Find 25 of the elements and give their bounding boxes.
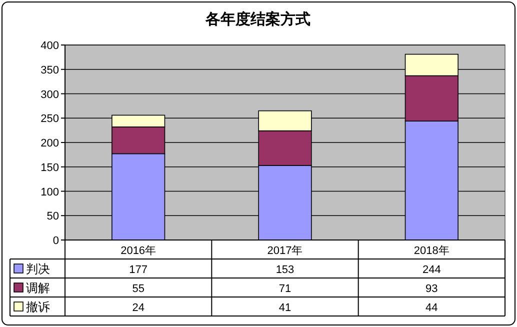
legend-label: 判决: [26, 262, 50, 276]
data-label: 55: [132, 283, 144, 295]
data-label: 153: [276, 264, 294, 276]
y-tick-label: 0: [52, 235, 59, 247]
y-tick-label: 400: [40, 40, 59, 52]
y-tick-label: 250: [40, 113, 59, 126]
x-tick-label: 2017年: [267, 245, 303, 257]
data-label: 244: [422, 264, 441, 276]
data-label: 24: [132, 302, 144, 314]
data-label: 71: [278, 283, 292, 295]
chart-title: 各年度结案方式: [204, 10, 310, 28]
x-tick-label: 2018年: [414, 245, 450, 257]
legend-label: 调解: [26, 281, 50, 295]
data-label: 93: [426, 283, 438, 295]
y-tick-label: 300: [40, 88, 59, 101]
y-tick-label: 150: [40, 162, 59, 174]
data-label: 44: [426, 302, 438, 314]
x-tick-label: 2016年: [120, 245, 156, 257]
y-tick-label: 50: [46, 210, 59, 223]
y-tick-label: 350: [40, 64, 59, 76]
y-tick-label: 200: [40, 138, 59, 150]
y-tick-label: 100: [40, 186, 59, 198]
legend-label: 撤诉: [26, 300, 50, 314]
data-label: 41: [278, 302, 292, 314]
data-label: 177: [129, 264, 148, 276]
